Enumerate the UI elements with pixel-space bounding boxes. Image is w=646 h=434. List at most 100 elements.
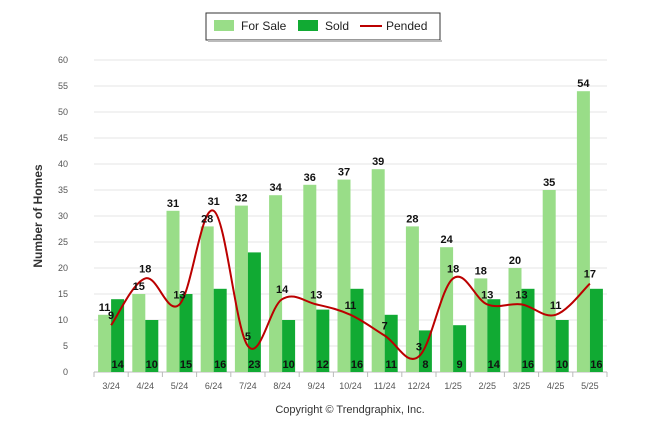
x-tick-label: 4/25 bbox=[547, 381, 565, 391]
label-pended: 9 bbox=[108, 310, 114, 322]
legend: For Sale Sold Pended bbox=[205, 12, 442, 42]
bar-sold bbox=[111, 299, 125, 372]
legend-label-for-sale: For Sale bbox=[241, 19, 287, 33]
copyright-text: Copyright © Trendgraphix, Inc. bbox=[275, 404, 424, 416]
label-pended: 13 bbox=[515, 289, 527, 301]
bar-for-sale bbox=[303, 184, 317, 372]
y-tick-label: 0 bbox=[63, 367, 68, 377]
label-sold: 16 bbox=[522, 359, 534, 371]
x-tick-label: 9/24 bbox=[308, 381, 326, 391]
x-tick-label: 8/24 bbox=[273, 381, 291, 391]
label-pended: 7 bbox=[382, 321, 388, 333]
bar-sold bbox=[384, 314, 398, 372]
label-pended: 13 bbox=[310, 289, 322, 301]
y-axis-title: Number of Homes bbox=[31, 164, 45, 268]
label-pended: 13 bbox=[481, 289, 493, 301]
legend-box-shadow bbox=[208, 40, 442, 42]
y-tick-label: 60 bbox=[58, 55, 68, 65]
bar-for-sale bbox=[200, 226, 214, 372]
x-tick-label: 2/25 bbox=[479, 381, 497, 391]
label-pended: 13 bbox=[173, 289, 185, 301]
label-pended: 31 bbox=[208, 196, 220, 208]
label-sold: 8 bbox=[422, 359, 428, 371]
bar-for-sale bbox=[576, 91, 590, 372]
label-for-sale: 32 bbox=[235, 193, 247, 205]
bar-for-sale bbox=[371, 169, 385, 372]
bar-for-sale bbox=[132, 294, 146, 372]
bar-for-sale bbox=[440, 247, 454, 372]
label-for-sale: 18 bbox=[475, 265, 487, 277]
label-sold: 15 bbox=[180, 359, 192, 371]
label-for-sale: 37 bbox=[338, 167, 350, 179]
bar-sold bbox=[179, 294, 193, 372]
label-sold: 16 bbox=[590, 359, 602, 371]
label-sold: 10 bbox=[146, 359, 158, 371]
legend-label-pended: Pended bbox=[386, 19, 427, 33]
label-sold: 11 bbox=[385, 359, 397, 371]
y-tick-label: 50 bbox=[58, 107, 68, 117]
bar-sold bbox=[247, 252, 261, 372]
bar-sold bbox=[589, 288, 603, 372]
label-for-sale: 35 bbox=[543, 177, 555, 189]
label-for-sale: 31 bbox=[167, 198, 179, 210]
bar-sold bbox=[316, 309, 330, 372]
x-tick-label: 11/24 bbox=[374, 381, 396, 391]
label-for-sale: 39 bbox=[372, 156, 384, 168]
label-pended: 11 bbox=[345, 300, 357, 312]
bar-for-sale bbox=[542, 190, 556, 372]
label-pended: 5 bbox=[245, 331, 251, 343]
label-pended: 3 bbox=[416, 341, 422, 353]
label-sold: 10 bbox=[282, 359, 294, 371]
label-sold: 14 bbox=[111, 359, 124, 371]
bar-sold bbox=[453, 325, 467, 372]
x-tick-label: 3/25 bbox=[513, 381, 531, 391]
label-sold: 12 bbox=[317, 359, 329, 371]
bar-sold bbox=[213, 288, 227, 372]
label-for-sale: 54 bbox=[577, 78, 590, 90]
y-tick-label: 20 bbox=[58, 263, 68, 273]
label-sold: 14 bbox=[488, 359, 501, 371]
y-tick-label: 40 bbox=[58, 159, 68, 169]
bar-for-sale bbox=[166, 210, 180, 372]
legend-box bbox=[205, 12, 441, 41]
legend-label-sold: Sold bbox=[325, 19, 349, 33]
label-for-sale: 28 bbox=[201, 213, 213, 225]
bar-for-sale bbox=[405, 226, 419, 372]
data-labels: 1114151031152816322334103612371639112882… bbox=[99, 78, 603, 371]
y-tick-label: 30 bbox=[58, 211, 68, 221]
x-tick-label: 4/24 bbox=[137, 381, 155, 391]
bar-sold bbox=[521, 288, 535, 372]
pended-line bbox=[110, 209, 591, 360]
y-tick-label: 45 bbox=[58, 133, 68, 143]
label-for-sale: 28 bbox=[406, 213, 418, 225]
x-tick-label: 1/25 bbox=[444, 381, 462, 391]
bars bbox=[98, 91, 603, 372]
y-tick-label: 15 bbox=[58, 289, 68, 299]
y-tick-label: 5 bbox=[63, 341, 68, 351]
y-tick-label: 35 bbox=[58, 185, 68, 195]
bar-for-sale bbox=[98, 314, 112, 372]
label-for-sale: 36 bbox=[304, 172, 316, 184]
y-axis: 0 5 10 15 20 25 30 35 40 45 50 55 60 bbox=[58, 55, 68, 377]
y-tick-label: 10 bbox=[58, 315, 68, 325]
x-axis: 3/24 4/24 5/24 6/24 7/24 8/24 9/24 10/24 11/24 12… bbox=[93, 371, 608, 391]
label-for-sale: 24 bbox=[440, 234, 453, 246]
pended-series-line bbox=[110, 209, 591, 360]
label-for-sale: 34 bbox=[269, 182, 282, 194]
label-sold: 9 bbox=[457, 359, 463, 371]
bar-sold bbox=[145, 320, 159, 372]
label-for-sale: 15 bbox=[133, 281, 145, 293]
x-tick-label: 10/24 bbox=[339, 381, 362, 391]
bar-sold bbox=[487, 299, 501, 372]
bar-for-sale bbox=[337, 179, 351, 372]
bar-sold bbox=[282, 320, 296, 372]
bar-sold bbox=[350, 288, 364, 372]
label-for-sale: 20 bbox=[509, 255, 521, 267]
bar-sold bbox=[555, 320, 569, 372]
x-tick-label: 12/24 bbox=[408, 381, 431, 391]
bar-for-sale bbox=[269, 195, 283, 372]
bar-for-sale bbox=[234, 205, 248, 372]
label-sold: 16 bbox=[351, 359, 363, 371]
x-tick-label: 7/24 bbox=[239, 381, 257, 391]
